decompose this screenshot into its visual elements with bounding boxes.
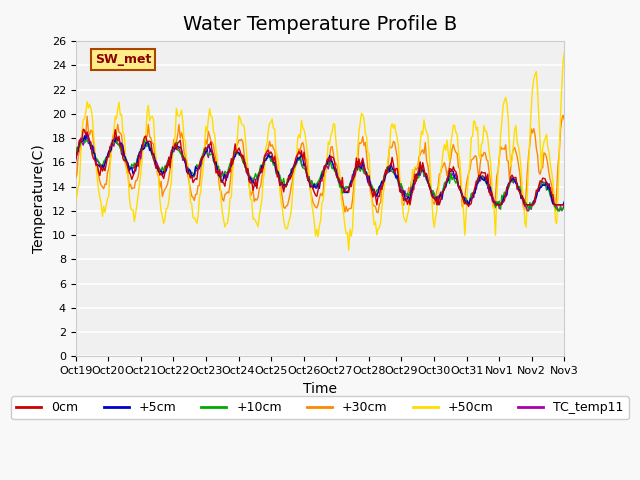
TC_temp11	[525, 208, 532, 214]
+10cm	[554, 208, 562, 214]
TC_temp11	[421, 172, 429, 178]
0cm	[324, 155, 332, 161]
Line: 0cm: 0cm	[76, 129, 564, 205]
0cm	[495, 202, 503, 208]
+10cm	[421, 171, 429, 177]
TC_temp11	[561, 201, 568, 207]
+10cm	[494, 201, 502, 206]
+30cm	[558, 117, 566, 122]
TC_temp11	[90, 144, 97, 150]
+5cm	[495, 202, 503, 208]
Title: Water Temperature Profile B: Water Temperature Profile B	[183, 15, 457, 34]
+50cm	[558, 83, 566, 89]
+5cm	[434, 202, 442, 208]
+5cm	[559, 202, 567, 208]
+50cm	[421, 126, 429, 132]
Line: +50cm: +50cm	[76, 51, 564, 250]
0cm	[561, 202, 568, 208]
+10cm	[105, 152, 113, 157]
TC_temp11	[559, 205, 567, 211]
TC_temp11	[324, 166, 332, 172]
0cm	[72, 154, 79, 160]
+30cm	[72, 175, 79, 181]
0cm	[559, 202, 567, 208]
+50cm	[72, 197, 79, 203]
+50cm	[104, 196, 111, 202]
+5cm	[421, 171, 429, 177]
0cm	[422, 170, 430, 176]
+30cm	[421, 140, 429, 145]
Text: SW_met: SW_met	[95, 53, 152, 66]
Y-axis label: Temperature(C): Temperature(C)	[32, 144, 46, 253]
+10cm	[561, 206, 568, 212]
+5cm	[324, 157, 332, 163]
+30cm	[561, 117, 568, 123]
Line: TC_temp11: TC_temp11	[76, 134, 564, 211]
Line: +5cm: +5cm	[76, 133, 564, 205]
0cm	[79, 126, 87, 132]
+50cm	[494, 170, 502, 176]
Legend: 0cm, +5cm, +10cm, +30cm, +50cm, TC_temp11: 0cm, +5cm, +10cm, +30cm, +50cm, TC_temp1…	[12, 396, 628, 420]
+5cm	[83, 130, 91, 136]
+50cm	[561, 48, 568, 54]
X-axis label: Time: Time	[303, 382, 337, 396]
+30cm	[559, 112, 567, 118]
TC_temp11	[83, 131, 91, 137]
+50cm	[345, 247, 353, 253]
+50cm	[323, 156, 331, 162]
+30cm	[88, 129, 96, 134]
0cm	[373, 202, 381, 208]
+10cm	[72, 154, 79, 159]
+50cm	[88, 113, 96, 119]
+30cm	[374, 210, 382, 216]
TC_temp11	[105, 148, 113, 154]
+5cm	[105, 148, 113, 154]
+5cm	[72, 156, 79, 162]
+30cm	[494, 168, 502, 174]
0cm	[90, 156, 97, 162]
Line: +10cm: +10cm	[76, 138, 564, 211]
+30cm	[323, 158, 331, 164]
+5cm	[90, 150, 97, 156]
+5cm	[561, 199, 568, 204]
Line: +30cm: +30cm	[76, 115, 564, 213]
TC_temp11	[494, 199, 502, 204]
+10cm	[324, 162, 332, 168]
0cm	[105, 154, 113, 160]
TC_temp11	[72, 158, 79, 164]
+10cm	[79, 135, 87, 141]
+10cm	[559, 205, 567, 211]
+10cm	[90, 150, 97, 156]
+30cm	[104, 169, 111, 175]
